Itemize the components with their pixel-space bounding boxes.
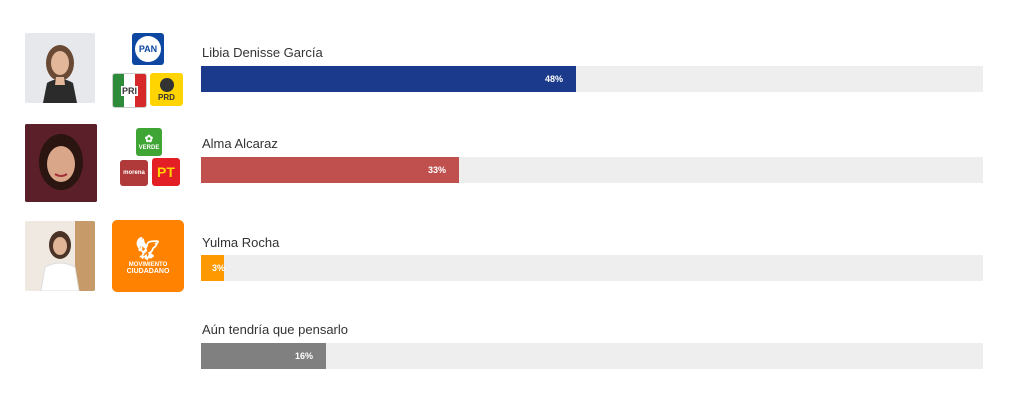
bar-track-1: 48% <box>201 66 983 92</box>
pt-logo-icon: PT <box>152 158 180 186</box>
pri-logo-icon: PRI <box>112 73 147 108</box>
candidate-name-2: Alma Alcaraz <box>202 136 278 151</box>
movimiento-ciudadano-icon: 🦅︎ MOVIMIENTO CIUDADANO <box>112 220 184 292</box>
candidate-name-1: Libia Denisse García <box>202 45 323 60</box>
morena-logo-icon: morena <box>120 160 148 186</box>
bar-fill-3 <box>201 255 224 281</box>
bar-fill-1 <box>201 66 576 92</box>
undecided-label: Aún tendría que pensarlo <box>202 322 348 337</box>
bar-track-2: 33% <box>201 157 983 183</box>
bar-fill-4 <box>201 343 326 369</box>
bar-value-label-3: 3% <box>212 263 226 273</box>
coalition-logos-verde-morena-pt: ✿ VERDE morena PT <box>112 128 184 200</box>
bar-fill-2 <box>201 157 459 183</box>
coalition-logos-pan-pri-prd: PAN PRI PRD <box>112 33 184 108</box>
bar-value-label-4: 16% <box>295 351 314 361</box>
movimiento-ciudadano-logo: 🦅︎ MOVIMIENTO CIUDADANO <box>112 220 184 292</box>
pan-logo-icon: PAN <box>132 33 164 65</box>
bar-value-label-2: 33% <box>428 165 447 175</box>
verde-logo-icon: ✿ VERDE <box>136 128 162 156</box>
prd-logo-icon: PRD <box>150 73 183 106</box>
bar-track-4: 16% <box>201 343 983 369</box>
candidate-name-3: Yulma Rocha <box>202 235 280 250</box>
candidate-photo-alma <box>25 124 97 202</box>
candidate-photo-libia <box>25 33 95 103</box>
bar-track-3: 3% <box>201 255 983 281</box>
candidate-photo-yulma <box>25 221 95 291</box>
bar-value-label-1: 48% <box>545 74 564 84</box>
